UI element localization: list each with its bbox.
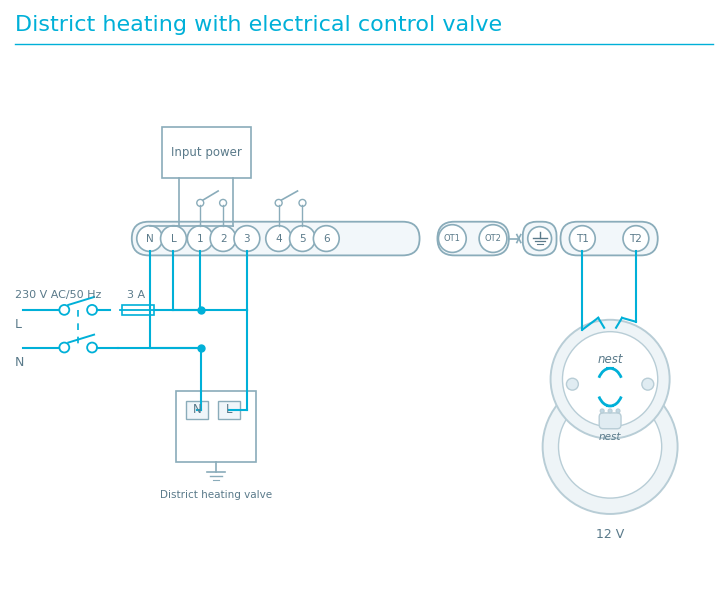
Circle shape [528,227,552,251]
FancyBboxPatch shape [218,401,240,419]
Text: nest: nest [598,353,623,366]
Circle shape [616,409,620,413]
FancyBboxPatch shape [438,222,509,255]
FancyBboxPatch shape [561,222,657,255]
Text: nest: nest [599,432,622,442]
Text: 6: 6 [323,233,330,244]
Circle shape [161,226,186,251]
Circle shape [275,200,282,206]
Text: L: L [170,233,176,244]
Circle shape [60,343,69,352]
Text: 3 A: 3 A [127,290,145,300]
Circle shape [299,200,306,206]
Text: N: N [15,356,24,369]
Text: 12 V: 12 V [596,528,624,541]
Text: OT2: OT2 [485,234,502,243]
Circle shape [623,226,649,251]
Circle shape [313,226,339,251]
Text: N: N [146,233,154,244]
Circle shape [542,379,678,514]
Text: N: N [193,403,202,416]
Text: 3: 3 [244,233,250,244]
Circle shape [608,409,612,413]
Circle shape [220,200,226,206]
Text: OT1: OT1 [444,234,461,243]
FancyBboxPatch shape [523,222,556,255]
Circle shape [569,226,596,251]
Circle shape [234,226,260,251]
Text: 4: 4 [275,233,282,244]
Circle shape [87,343,97,352]
Circle shape [642,378,654,390]
Circle shape [290,226,315,251]
Circle shape [60,305,69,315]
Text: Input power: Input power [171,146,242,159]
Circle shape [550,320,670,438]
FancyBboxPatch shape [122,305,154,315]
Circle shape [479,225,507,252]
Text: 5: 5 [299,233,306,244]
Circle shape [566,378,578,390]
Circle shape [187,226,213,251]
Circle shape [137,226,162,251]
FancyBboxPatch shape [162,127,251,178]
Circle shape [197,200,204,206]
Text: T1: T1 [576,233,589,244]
FancyBboxPatch shape [132,222,419,255]
Circle shape [266,226,291,251]
FancyBboxPatch shape [599,413,621,429]
Text: T2: T2 [630,233,642,244]
Text: 2: 2 [220,233,226,244]
Circle shape [87,305,97,315]
Circle shape [210,226,236,251]
Circle shape [558,395,662,498]
FancyBboxPatch shape [176,391,256,463]
Text: District heating with electrical control valve: District heating with electrical control… [15,15,502,34]
Text: District heating valve: District heating valve [160,490,272,500]
FancyBboxPatch shape [186,401,208,419]
Circle shape [600,409,604,413]
Text: L: L [226,403,232,416]
Text: 230 V AC/50 Hz: 230 V AC/50 Hz [15,290,101,300]
Text: 1: 1 [197,233,204,244]
Circle shape [438,225,466,252]
Text: L: L [15,318,22,331]
Circle shape [563,331,657,426]
